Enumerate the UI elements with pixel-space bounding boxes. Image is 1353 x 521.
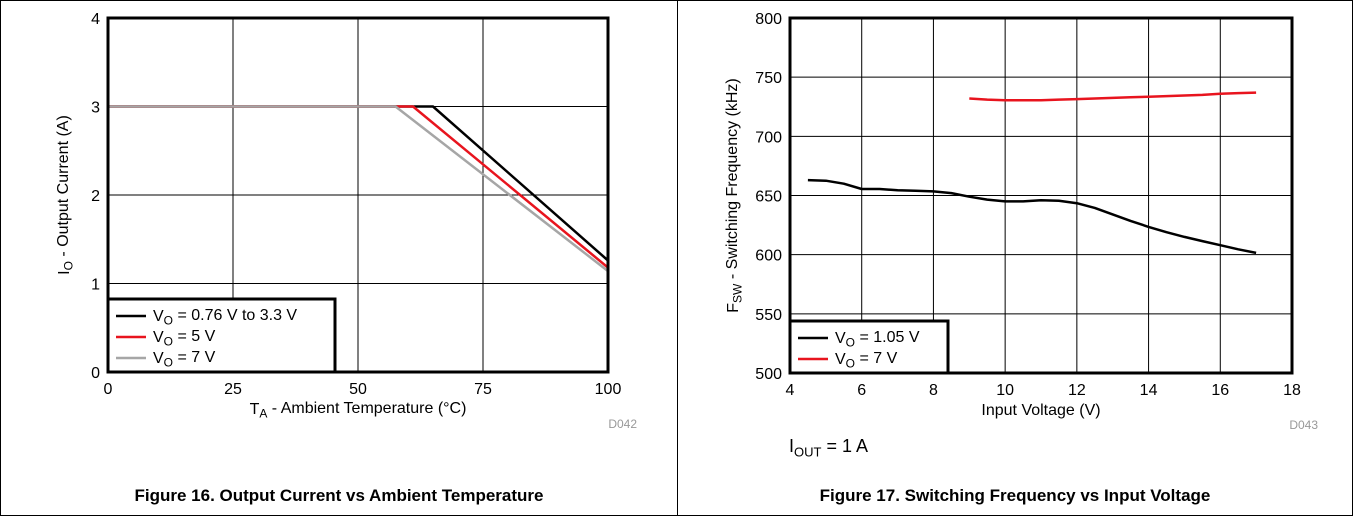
y-tick-label: 700 bbox=[755, 129, 782, 146]
x-tick-label: 16 bbox=[1211, 382, 1229, 399]
y-tick-label: 3 bbox=[91, 100, 100, 117]
y-tick-label: 4 bbox=[91, 11, 100, 28]
x-axis-label: Input Voltage (V) bbox=[981, 402, 1100, 419]
legend-box bbox=[106, 297, 337, 374]
legend-label-2: VO = 7 V bbox=[153, 349, 216, 370]
iout-note-tail: = 1 A bbox=[821, 436, 869, 456]
x-tick-label: 18 bbox=[1283, 382, 1301, 399]
iout-note: IOUT = 1 A bbox=[789, 436, 868, 460]
y-tick-label: 2 bbox=[91, 188, 100, 205]
y-axis-label: FSW - Switching Frequency (kHz) bbox=[724, 78, 745, 313]
y-axis-label: IO - Output Current (A) bbox=[55, 115, 76, 275]
plot-frame bbox=[788, 16, 1294, 375]
y-tick-label: 600 bbox=[755, 248, 782, 265]
x-tick-label: 4 bbox=[786, 382, 795, 399]
y-tick-label: 1 bbox=[91, 277, 100, 294]
x-tick-label: 100 bbox=[595, 381, 622, 398]
y-tick-label: 750 bbox=[755, 70, 782, 87]
output-current-chart: 0 25 50 75 100 0 1 2 3 4 TA - Ambient Temperature … bbox=[55, 11, 638, 431]
legend-label-1: VO = 7 V bbox=[835, 350, 898, 371]
x-tick-label: 10 bbox=[996, 382, 1014, 399]
switching-frequency-chart: 4 6 8 10 12 14 16 18 500 550 600 650 700 750 800 Input … bbox=[724, 11, 1319, 432]
legend-label-1: VO = 5 V bbox=[153, 328, 216, 349]
page-left-border bbox=[0, 0, 1, 516]
figure-17-panel: 4 6 8 10 12 14 16 18 500 550 600 650 700 750 800 Input … bbox=[678, 0, 1352, 516]
series-line-2 bbox=[108, 105, 609, 273]
x-tick-label: 6 bbox=[857, 382, 866, 399]
x-axis-label: TA - Ambient Temperature (°C) bbox=[250, 400, 467, 421]
figure-16-caption: Figure 16. Output Current vs Ambient Tem… bbox=[134, 486, 544, 505]
panel-divider bbox=[677, 0, 678, 516]
y-tick-label: 500 bbox=[755, 366, 782, 383]
figure-code: D042 bbox=[608, 417, 637, 431]
series-line-1 bbox=[969, 91, 1257, 102]
y-tick-label: 550 bbox=[755, 307, 782, 324]
x-tick-label: 50 bbox=[349, 381, 367, 398]
page-top-border bbox=[0, 0, 1353, 5]
iout-note-main: I bbox=[789, 436, 795, 456]
figure-17-caption: Figure 17. Switching Frequency vs Input … bbox=[819, 486, 1211, 505]
iout-note-sub: OUT bbox=[794, 444, 822, 460]
series-line-0 bbox=[807, 178, 1257, 255]
plot-frame bbox=[106, 16, 610, 374]
x-tick-label: 75 bbox=[474, 381, 492, 398]
y-tick-label: 800 bbox=[755, 11, 782, 28]
x-tick-label: 8 bbox=[929, 382, 938, 399]
legend-box bbox=[788, 319, 950, 375]
x-tick-label: 0 bbox=[104, 381, 113, 398]
y-tick-label: 650 bbox=[755, 189, 782, 206]
x-tick-label: 12 bbox=[1068, 382, 1086, 399]
figure-16-panel: 0 25 50 75 100 0 1 2 3 4 TA - Ambient Temperature … bbox=[1, 0, 677, 516]
x-tick-label: 25 bbox=[224, 381, 242, 398]
y-tick-label: 0 bbox=[91, 365, 100, 382]
figure-code: D043 bbox=[1289, 418, 1318, 432]
legend-label-0: VO = 1.05 V bbox=[835, 329, 920, 350]
x-tick-label: 14 bbox=[1140, 382, 1158, 399]
legend-label-0: VO = 0.76 V to 3.3 V bbox=[153, 307, 297, 328]
